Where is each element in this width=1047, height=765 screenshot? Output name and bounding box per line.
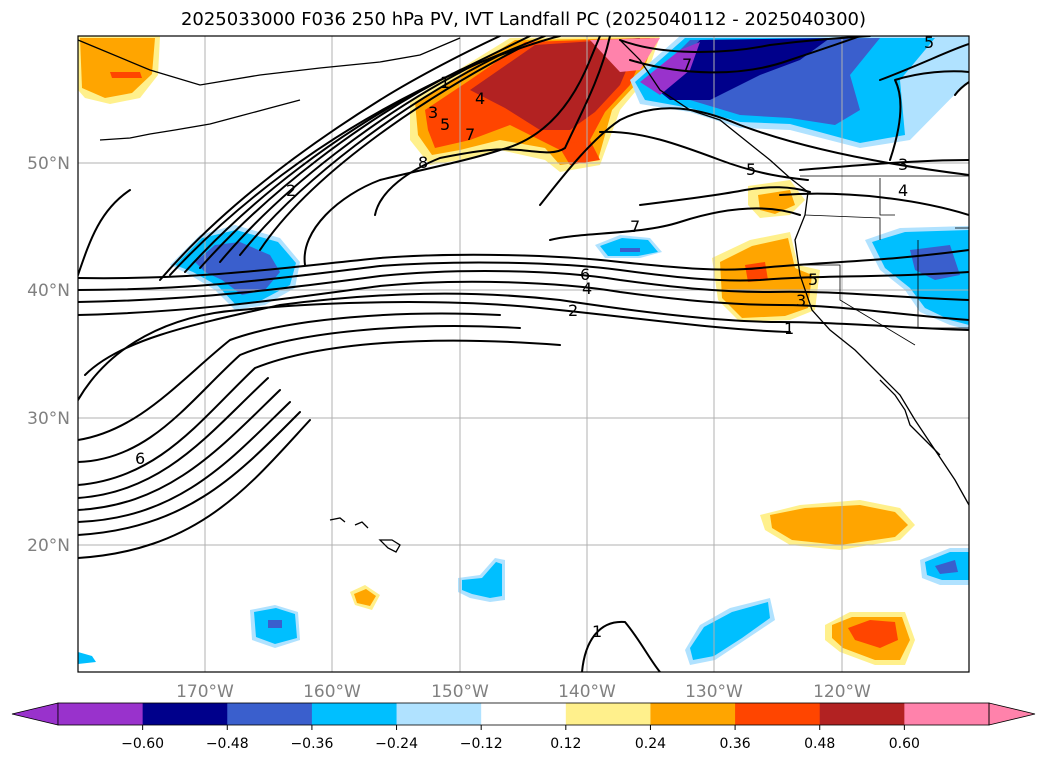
colorbar-bin bbox=[650, 703, 736, 725]
colorbar-bins bbox=[58, 703, 990, 725]
colorbar-ticks: −0.60 −0.48 −0.36 −0.24 −0.12 0.12 0.24 0.36 0.4… bbox=[121, 725, 920, 752]
colorbar-tick-label: 0.12 bbox=[550, 736, 581, 752]
map-frame bbox=[77, 35, 970, 673]
colorbar-bin bbox=[819, 703, 905, 725]
svg-text:5: 5 bbox=[746, 160, 756, 179]
lat-label-50: 50°N bbox=[27, 154, 70, 174]
colorbar-bin bbox=[481, 703, 567, 725]
svg-text:4: 4 bbox=[898, 181, 908, 200]
svg-text:2: 2 bbox=[286, 181, 296, 200]
colorbar-bin bbox=[311, 703, 398, 725]
colorbar-tick-label: −0.48 bbox=[206, 736, 249, 752]
pv-contours bbox=[78, 36, 969, 672]
svg-text:8: 8 bbox=[418, 153, 428, 172]
svg-text:3: 3 bbox=[796, 291, 806, 310]
colorbar: −0.60 −0.48 −0.36 −0.24 −0.12 0.12 0.24 0.36 0.4… bbox=[11, 702, 1036, 752]
svg-text:2: 2 bbox=[568, 301, 578, 320]
colorbar-tick-label: −0.36 bbox=[290, 736, 333, 752]
colorbar-bin bbox=[227, 703, 313, 725]
svg-text:7: 7 bbox=[682, 55, 692, 74]
coastlines bbox=[78, 37, 969, 553]
svg-text:3: 3 bbox=[898, 155, 908, 174]
colorbar-bin bbox=[58, 703, 144, 725]
colorbar-bin bbox=[735, 703, 821, 725]
lon-label-170w: 170°W bbox=[176, 682, 234, 702]
svg-text:5: 5 bbox=[808, 270, 818, 289]
colorbar-tick-label: −0.24 bbox=[375, 736, 418, 752]
svg-text:4: 4 bbox=[582, 279, 592, 298]
colorbar-tick-label: −0.12 bbox=[460, 736, 503, 752]
colorbar-bin bbox=[396, 703, 482, 725]
colorbar-tick-label: 0.36 bbox=[720, 736, 751, 752]
lon-label-130w: 130°W bbox=[685, 682, 743, 702]
svg-text:1: 1 bbox=[440, 73, 450, 92]
lon-label-140w: 140°W bbox=[558, 682, 616, 702]
svg-text:4: 4 bbox=[475, 89, 485, 108]
svg-text:7: 7 bbox=[465, 125, 475, 144]
map-title: 2025033000 F036 250 hPa PV, IVT Landfall… bbox=[180, 9, 867, 30]
colorbar-tick-label: 0.24 bbox=[635, 736, 666, 752]
colorbar-bin bbox=[142, 703, 228, 725]
colorbar-bin bbox=[904, 703, 990, 725]
lon-label-160w: 160°W bbox=[303, 682, 361, 702]
map-area: 1 2 3 4 5 6 7 8 4 2 7 5 3 1 5 3 4 5 7 6 … bbox=[78, 33, 969, 672]
colorbar-tick-label: 0.48 bbox=[804, 736, 835, 752]
lat-label-30: 30°N bbox=[27, 409, 70, 429]
lat-label-20: 20°N bbox=[27, 536, 70, 556]
svg-text:6: 6 bbox=[135, 449, 145, 468]
contour-labels: 1 2 3 4 5 6 7 8 4 2 7 5 3 1 5 3 4 5 7 6 … bbox=[135, 33, 934, 641]
svg-text:3: 3 bbox=[428, 103, 438, 122]
colorbar-tick-label: 0.60 bbox=[889, 736, 920, 752]
svg-text:5: 5 bbox=[440, 115, 450, 134]
svg-text:6: 6 bbox=[580, 265, 590, 284]
lon-label-150w: 150°W bbox=[431, 682, 489, 702]
colorbar-tick-label: −0.60 bbox=[121, 736, 164, 752]
colorbar-bin bbox=[565, 703, 651, 725]
colorbar-under-arrow bbox=[11, 702, 59, 726]
colorbar-over-arrow bbox=[988, 702, 1036, 726]
lat-labels: 50°N 40°N 30°N 20°N bbox=[27, 154, 70, 556]
svg-text:5: 5 bbox=[924, 33, 934, 52]
lon-labels: 170°W 160°W 150°W 140°W 130°W 120°W bbox=[176, 682, 871, 702]
lat-label-40: 40°N bbox=[27, 281, 70, 301]
lon-label-120w: 120°W bbox=[813, 682, 871, 702]
svg-text:1: 1 bbox=[784, 319, 794, 338]
svg-text:7: 7 bbox=[630, 217, 640, 236]
svg-text:1: 1 bbox=[592, 622, 602, 641]
